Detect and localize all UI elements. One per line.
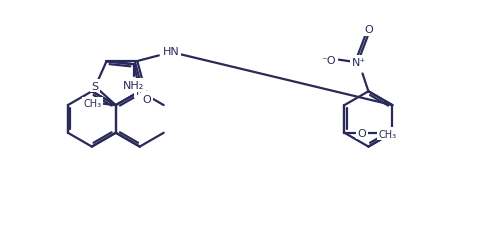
Text: O: O bbox=[357, 128, 366, 138]
Text: O: O bbox=[142, 94, 151, 104]
Text: N⁺: N⁺ bbox=[351, 57, 365, 67]
Text: NH₂: NH₂ bbox=[123, 81, 144, 91]
Text: CH₃: CH₃ bbox=[378, 129, 396, 139]
Text: ⁻O: ⁻O bbox=[321, 55, 336, 65]
Text: HN: HN bbox=[162, 47, 179, 57]
Text: N: N bbox=[135, 87, 144, 97]
Text: O: O bbox=[363, 25, 372, 35]
Text: CH₃: CH₃ bbox=[83, 99, 101, 109]
Text: S: S bbox=[92, 81, 98, 91]
